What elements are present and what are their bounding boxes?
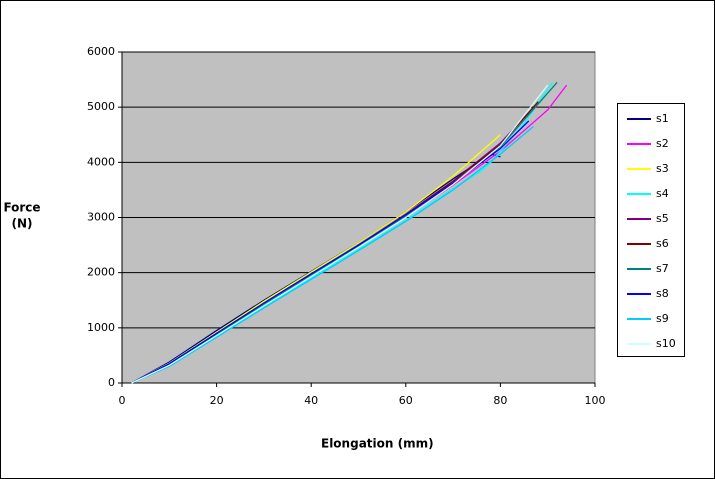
legend-label: s1 (656, 112, 669, 125)
y-axis-label: Force (3, 201, 40, 215)
y-tick-label: 2000 (87, 266, 115, 279)
series-line (131, 125, 534, 384)
legend-label: s9 (656, 312, 669, 325)
legend-label: s10 (656, 337, 676, 350)
legend-label: s6 (656, 237, 669, 250)
legend-label: s4 (656, 187, 669, 200)
legend-label: s7 (656, 262, 669, 275)
series-line (131, 84, 549, 384)
y-tick-label: 1000 (87, 321, 115, 334)
y-tick-label: 4000 (87, 155, 115, 168)
y-tick-label: 6000 (87, 45, 115, 58)
x-tick-label: 20 (210, 394, 224, 407)
y-axis-label: (N) (11, 217, 32, 231)
y-tick-label: 0 (108, 376, 115, 389)
x-tick-label: 100 (585, 394, 606, 407)
x-tick-label: 40 (304, 394, 318, 407)
y-tick-label: 5000 (87, 100, 115, 113)
legend-label: s5 (656, 212, 669, 225)
x-axis-label: Elongation (mm) (321, 437, 434, 451)
legend-label: s8 (656, 287, 669, 300)
legend-box (617, 103, 685, 357)
x-tick-label: 80 (493, 394, 507, 407)
x-tick-label: 0 (119, 394, 126, 407)
y-tick-label: 3000 (87, 211, 115, 224)
legend-label: s3 (656, 162, 669, 175)
x-tick-label: 60 (399, 394, 413, 407)
legend-label: s2 (656, 137, 669, 150)
